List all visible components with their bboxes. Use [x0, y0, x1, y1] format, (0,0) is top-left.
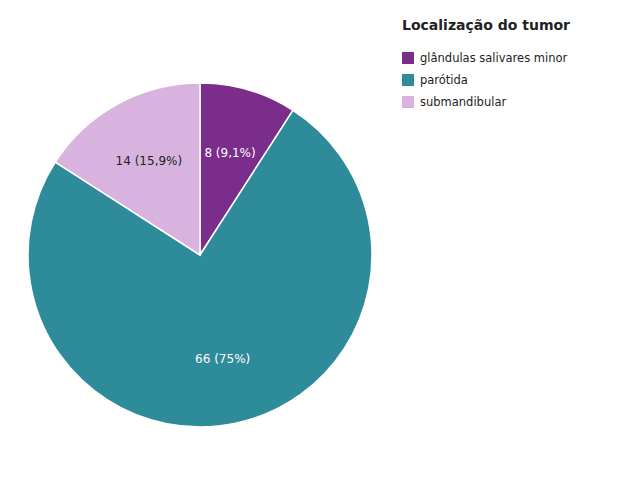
data-label: 8 (9,1%): [204, 146, 255, 160]
legend-swatch: [402, 52, 414, 64]
chart-title: Localização do tumor: [402, 17, 570, 33]
legend-swatch: [402, 74, 414, 86]
chart-svg: 8 (9,1%) 66 (75%) 14 (15,9%) Localização do…: [0, 0, 626, 501]
legend-swatch: [402, 96, 414, 108]
legend-label: submandibular: [420, 95, 506, 109]
pie-slice: [55, 83, 200, 255]
legend-label: parótida: [420, 73, 468, 87]
pie: [28, 83, 372, 427]
legend: Localização do tumor glândulas salivares …: [402, 17, 570, 109]
data-label: 66 (75%): [195, 352, 250, 366]
legend-label: glândulas salivares minor: [420, 51, 568, 65]
data-labels: 8 (9,1%) 66 (75%) 14 (15,9%): [116, 146, 256, 367]
chart-container: 8 (9,1%) 66 (75%) 14 (15,9%) Localização do…: [0, 0, 626, 501]
data-label: 14 (15,9%): [116, 154, 183, 168]
